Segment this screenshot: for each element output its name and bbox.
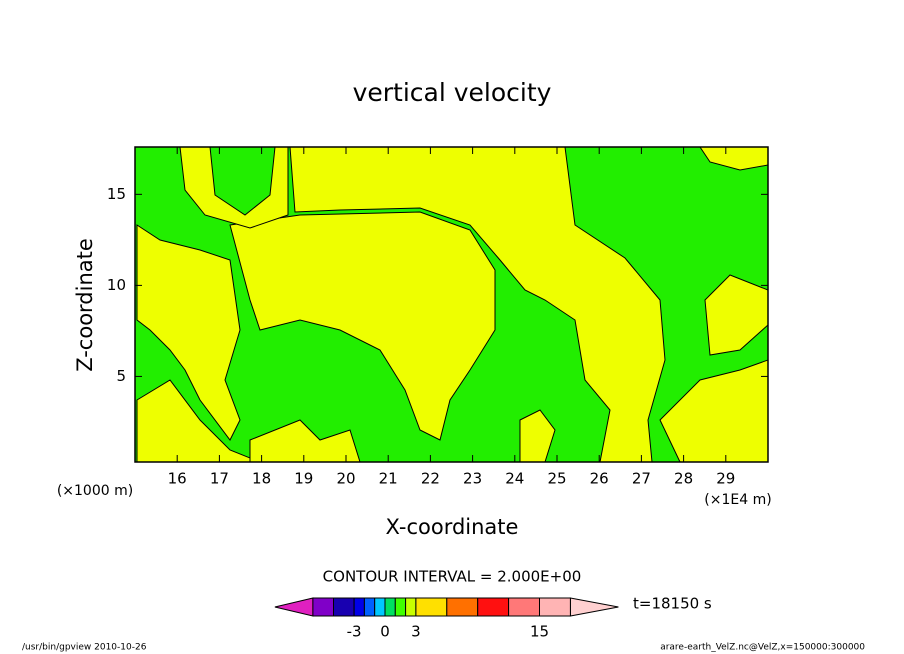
footer-right: arare-earth_VelZ.nc@VelZ,x=150000:300000 — [660, 643, 865, 653]
colorbar-box — [374, 597, 386, 617]
colorbar-box — [539, 597, 571, 617]
x-tick-label: 22 — [421, 470, 440, 488]
x-tick-label: 18 — [252, 470, 271, 488]
y-tick-label: 15 — [107, 185, 126, 203]
x-tick-label: 29 — [716, 470, 735, 488]
colorbar-below — [274, 597, 314, 617]
footer-left: /usr/bin/gpview 2010-10-26 — [22, 643, 147, 653]
x-tick-label: 24 — [505, 470, 524, 488]
x-tick-label: 28 — [674, 470, 693, 488]
colorbar-tick-label: -3 — [347, 623, 362, 641]
x-tick-label: 20 — [336, 470, 355, 488]
x-tick-label: 27 — [632, 470, 651, 488]
x-tick-label: 21 — [379, 470, 398, 488]
x-tick-label: 23 — [463, 470, 482, 488]
x-unit: (×1E4 m) — [704, 492, 771, 508]
colorbar-tick-label: 15 — [530, 623, 549, 641]
colorbar-box — [477, 597, 510, 617]
colorbar-tick-label: 0 — [380, 623, 390, 641]
colorbar-box — [446, 597, 479, 617]
x-tick-label: 19 — [294, 470, 313, 488]
y-tick-label: 5 — [116, 367, 126, 385]
colorbar-box — [394, 597, 407, 617]
colorbar-box — [415, 597, 448, 617]
colorbar-box — [508, 597, 541, 617]
y-axis-label: Z-coordinate — [73, 238, 97, 372]
y-unit: (×1000 m) — [57, 483, 133, 499]
colorbar-box — [312, 597, 334, 617]
x-tick-label: 16 — [168, 470, 187, 488]
plot-frame — [134, 146, 769, 463]
colorbar-box — [363, 597, 376, 617]
contour-interval: CONTOUR INTERVAL = 2.000E+00 — [323, 568, 582, 586]
colorbar-box — [384, 597, 396, 617]
x-axis-label: X-coordinate — [386, 515, 519, 539]
x-tick-label: 17 — [210, 470, 229, 488]
colorbar-above — [569, 597, 619, 617]
colorbar-box — [333, 597, 355, 617]
x-tick-label: 26 — [590, 470, 609, 488]
contour-field — [135, 147, 768, 462]
time-label: t=18150 s — [633, 595, 712, 613]
colorbar-box — [353, 597, 365, 617]
x-tick-label: 25 — [547, 470, 566, 488]
y-tick-label: 10 — [107, 276, 126, 294]
colorbar-box — [405, 597, 417, 617]
colorbar-tick-label: 3 — [411, 623, 421, 641]
chart-title: vertical velocity — [353, 78, 552, 107]
